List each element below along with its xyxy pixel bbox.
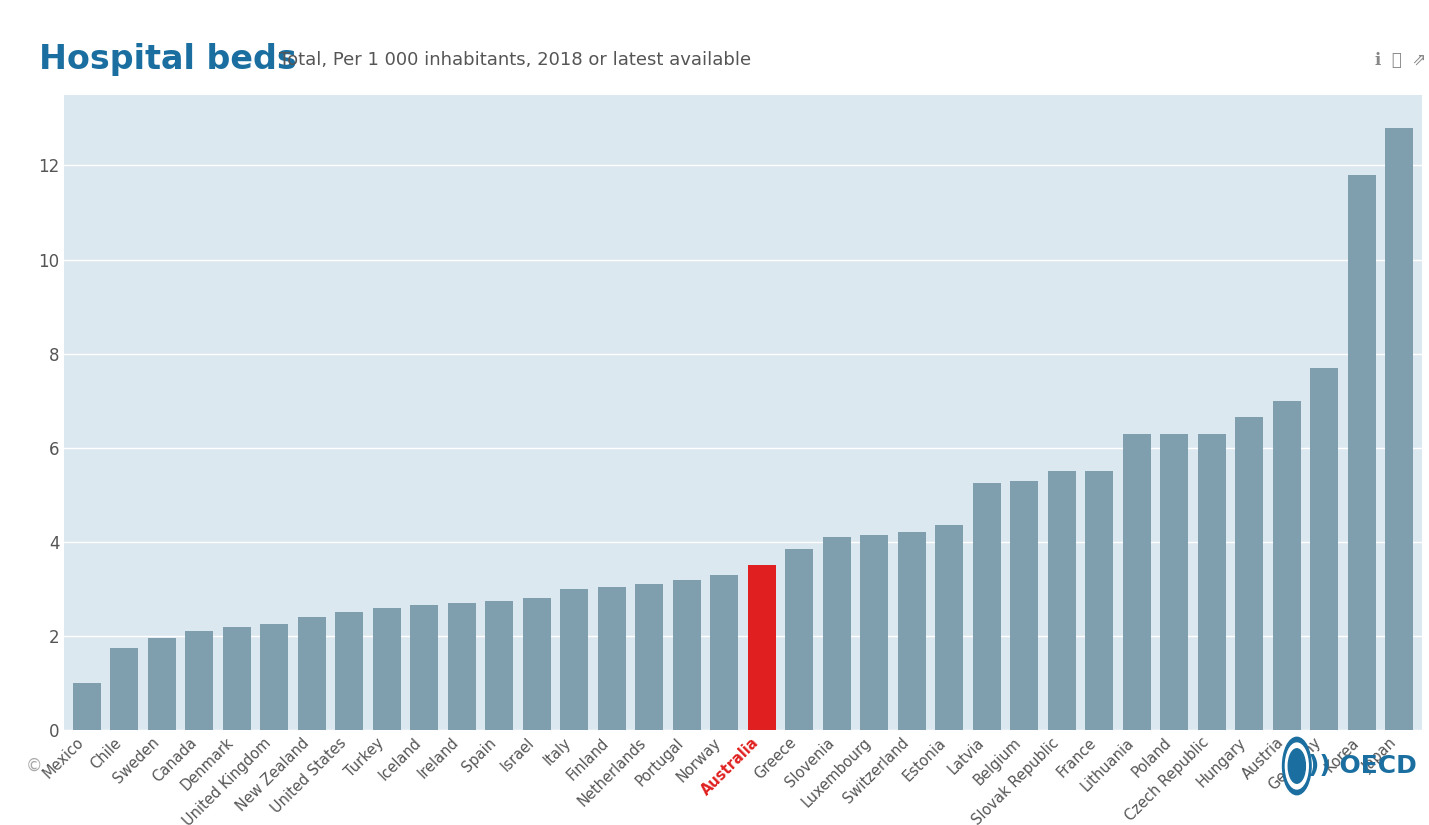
Bar xyxy=(823,537,850,730)
Bar xyxy=(973,483,1000,730)
Bar xyxy=(1123,434,1150,730)
Bar xyxy=(673,579,700,730)
Bar xyxy=(73,683,101,730)
Text: ℹ  ⛶  ⇗: ℹ ⛶ ⇗ xyxy=(1375,51,1426,68)
Bar xyxy=(1198,434,1226,730)
Bar xyxy=(486,601,513,730)
Bar xyxy=(147,639,176,730)
Bar xyxy=(447,603,476,730)
Circle shape xyxy=(1286,743,1309,789)
Circle shape xyxy=(1289,749,1306,783)
Bar xyxy=(410,606,439,730)
Bar xyxy=(523,598,552,730)
Bar xyxy=(373,608,402,730)
Text: Hospital beds: Hospital beds xyxy=(39,43,296,77)
Bar xyxy=(1310,368,1339,730)
Bar xyxy=(1348,175,1376,730)
Bar xyxy=(260,625,289,730)
Bar xyxy=(1235,417,1263,730)
Bar xyxy=(1273,401,1300,730)
Bar xyxy=(636,584,663,730)
Bar xyxy=(860,535,889,730)
Bar xyxy=(336,612,363,730)
Bar xyxy=(710,575,739,730)
Bar xyxy=(1010,481,1039,730)
Bar xyxy=(935,526,963,730)
Text: )) OECD: )) OECD xyxy=(1308,754,1416,778)
Bar xyxy=(186,631,213,730)
Bar xyxy=(297,617,326,730)
Bar xyxy=(223,627,252,730)
Text: Total, Per 1 000 inhabitants, 2018 or latest available: Total, Per 1 000 inhabitants, 2018 or la… xyxy=(279,51,750,68)
Bar xyxy=(786,549,813,730)
Bar xyxy=(110,648,139,730)
Text: ©: © xyxy=(26,757,43,775)
Bar xyxy=(1085,471,1113,730)
Bar xyxy=(897,532,926,730)
Bar xyxy=(597,587,626,730)
Bar xyxy=(1160,434,1189,730)
Circle shape xyxy=(1283,738,1312,794)
Bar xyxy=(1385,128,1413,730)
Bar xyxy=(747,565,776,730)
Bar xyxy=(560,589,589,730)
Bar xyxy=(1047,471,1076,730)
